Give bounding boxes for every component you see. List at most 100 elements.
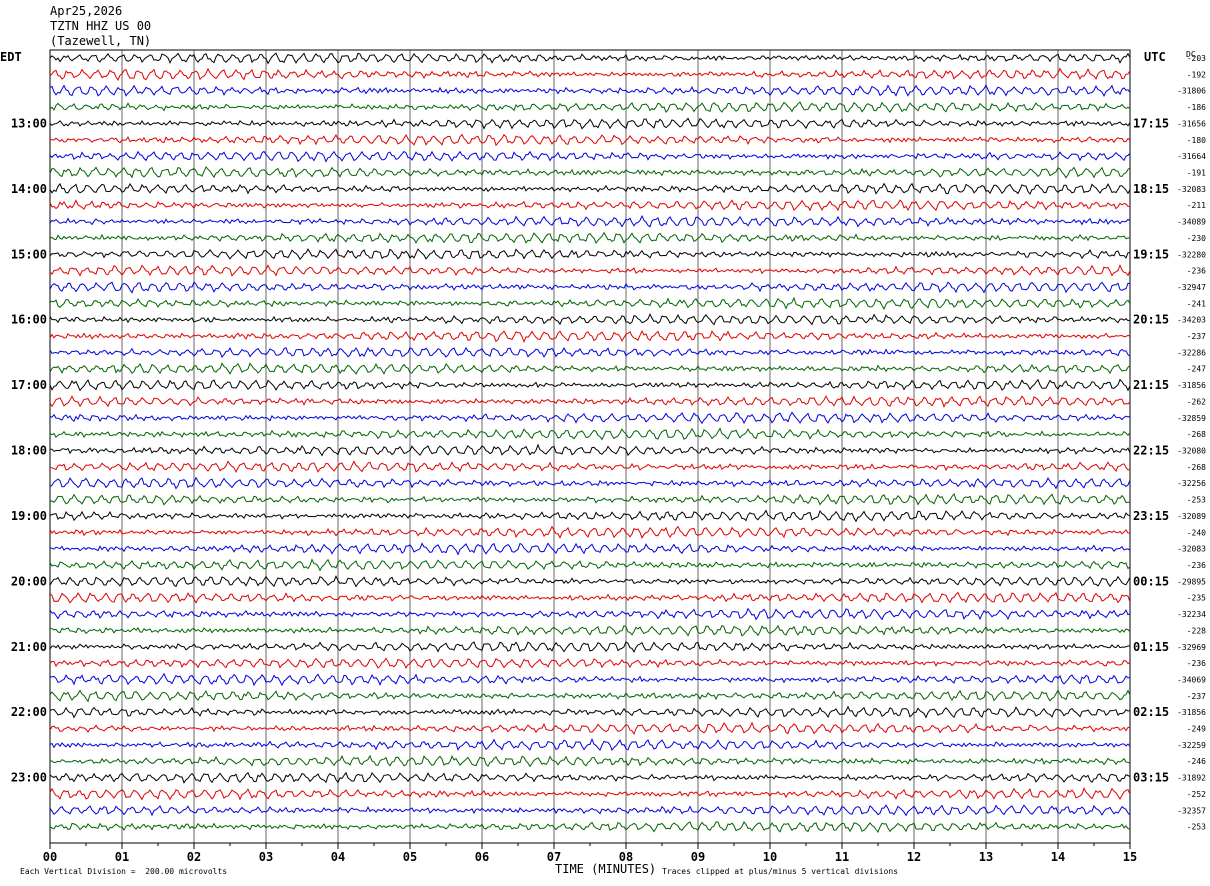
dc-offset-label: -29895 — [1177, 577, 1206, 586]
hour-label-right: 17:15 — [1133, 116, 1169, 130]
seismic-trace — [49, 165, 1131, 179]
dc-offset-label: -31806 — [1177, 87, 1206, 96]
dc-offset-label: -268 — [1187, 430, 1206, 439]
dc-offset-label: -32256 — [1177, 479, 1206, 488]
seismic-trace — [49, 117, 1131, 130]
seismic-trace — [49, 624, 1131, 637]
hour-label-right: 00:15 — [1133, 574, 1169, 588]
dc-offset-label: -34203 — [1177, 316, 1206, 325]
x-tick-label: 02 — [187, 850, 201, 864]
dc-offset-label: -32969 — [1177, 643, 1206, 652]
dc-offset-label: -246 — [1187, 757, 1206, 766]
seismic-trace — [49, 313, 1131, 326]
dc-offset-label: -32234 — [1177, 610, 1206, 619]
hour-label-right: 20:15 — [1133, 313, 1169, 327]
hour-label-right: 03:15 — [1133, 771, 1169, 785]
seismic-trace — [49, 296, 1131, 311]
seismic-trace — [49, 133, 1131, 147]
dc-offset-label: -241 — [1187, 299, 1206, 308]
x-tick-label: 13 — [979, 850, 993, 864]
seismic-trace — [49, 199, 1131, 212]
seismic-trace — [49, 150, 1131, 163]
dc-offset-label: -32259 — [1177, 741, 1206, 750]
dc-offset-label: -253 — [1187, 496, 1206, 505]
header-location: (Tazewell, TN) — [50, 34, 152, 48]
seismic-trace — [49, 248, 1131, 261]
dc-offset-label: -32089 — [1177, 512, 1206, 521]
hour-label-left: 20:00 — [11, 574, 47, 588]
dc-offset-label: -249 — [1187, 725, 1206, 734]
dc-offset-label: -180 — [1187, 136, 1206, 145]
seismic-trace — [49, 395, 1131, 408]
dc-offset-label: -31656 — [1177, 119, 1206, 128]
dc-offset-label: -31856 — [1177, 381, 1206, 390]
hour-label-right: 02:15 — [1133, 705, 1169, 719]
seismic-trace — [49, 281, 1131, 294]
x-tick-label: 07 — [547, 850, 561, 864]
seismic-trace — [49, 721, 1131, 735]
x-tick-label: 09 — [691, 850, 705, 864]
hour-label-right: 23:15 — [1133, 509, 1169, 523]
dc-offset-label: -31892 — [1177, 774, 1206, 783]
x-tick-label: 11 — [835, 850, 849, 864]
plot-frame — [49, 49, 1131, 844]
seismic-trace — [49, 542, 1131, 556]
seismic-trace — [49, 558, 1131, 572]
x-tick-label: 10 — [763, 850, 777, 864]
seismic-trace — [49, 83, 1131, 98]
x-tick-label: 00 — [43, 850, 57, 864]
seismic-trace — [49, 476, 1131, 490]
dc-offset-label: -186 — [1187, 103, 1206, 112]
dc-offset-label: -32083 — [1177, 185, 1206, 194]
x-tick-label: 01 — [115, 850, 129, 864]
x-axis-title: TIME (MINUTES) — [555, 862, 657, 876]
left-timezone: EDT — [0, 50, 22, 64]
dc-offset-label: -240 — [1187, 528, 1206, 537]
dc-offset-label: -34089 — [1177, 218, 1206, 227]
dc-offset-label: -32280 — [1177, 250, 1206, 259]
hour-label-right: 19:15 — [1133, 247, 1169, 261]
dc-offset-label: -262 — [1187, 397, 1206, 406]
dc-offset-label: -32947 — [1177, 283, 1206, 292]
hour-label-right: 22:15 — [1133, 444, 1169, 458]
header-station: TZTN HHZ US 00 — [50, 19, 152, 33]
dc-offset-label: -253 — [1187, 823, 1206, 832]
hour-label-left: 17:00 — [11, 378, 47, 392]
seismic-trace — [49, 231, 1131, 244]
dc-offset-label: -237 — [1187, 332, 1206, 341]
hour-label-left: 18:00 — [11, 444, 47, 458]
x-tick-label: 08 — [619, 850, 633, 864]
clip-note: Traces clipped at plus/minus 5 vertical … — [662, 867, 899, 876]
seismic-trace — [49, 672, 1131, 687]
hour-label-left: 22:00 — [11, 705, 47, 719]
x-tick-label: 14 — [1051, 850, 1065, 864]
seismic-trace — [49, 509, 1131, 523]
dc-offset-label: -192 — [1187, 70, 1206, 79]
hour-label-left: 13:00 — [11, 116, 47, 130]
dc-header: DC — [1186, 50, 1196, 59]
seismic-trace — [49, 754, 1131, 768]
seismic-trace — [49, 427, 1131, 441]
seismic-trace — [49, 689, 1131, 703]
seismic-trace — [49, 575, 1131, 588]
seismic-trace — [49, 52, 1131, 65]
seismic-trace — [49, 641, 1131, 654]
seismic-trace — [49, 67, 1131, 81]
x-tick-label: 04 — [331, 850, 345, 864]
dc-offset-label: -236 — [1187, 561, 1206, 570]
dc-offset-label: -32859 — [1177, 414, 1206, 423]
dc-offset-label: -236 — [1187, 267, 1206, 276]
dc-offset-label: -32080 — [1177, 447, 1206, 456]
x-tick-label: 15 — [1123, 850, 1137, 864]
dc-offset-label: -247 — [1187, 365, 1206, 374]
seismic-trace — [49, 411, 1131, 425]
seismic-trace — [49, 182, 1131, 195]
hour-label-left: 16:00 — [11, 313, 47, 327]
seismic-trace — [49, 443, 1131, 457]
x-tick-label: 12 — [907, 850, 921, 864]
seismic-trace — [49, 787, 1131, 801]
dc-offset-label: -32083 — [1177, 545, 1206, 554]
hour-label-left: 14:00 — [11, 182, 47, 196]
dc-offset-label: -211 — [1187, 201, 1206, 210]
dc-offset-label: -228 — [1187, 626, 1206, 635]
